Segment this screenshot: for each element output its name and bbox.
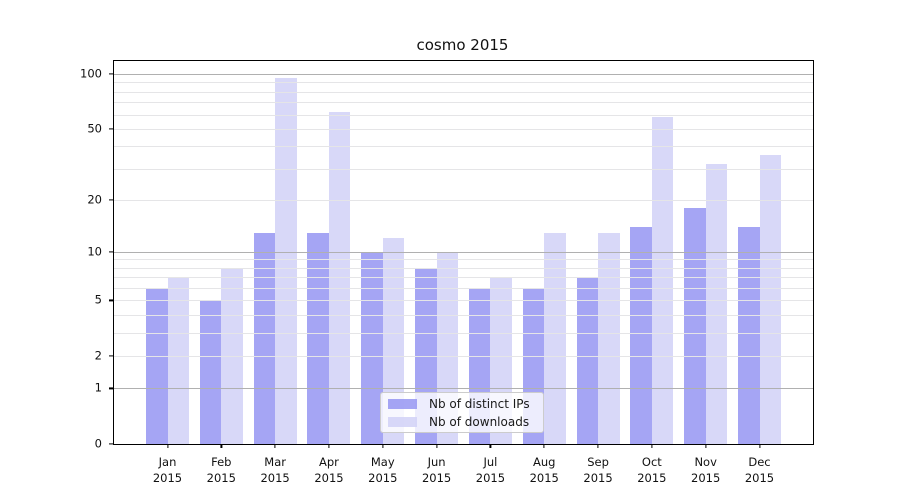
x-tick-label-year: 2015	[206, 470, 236, 485]
grid-layer	[114, 61, 813, 444]
x-tick-label-feb: Feb 2015	[186, 455, 256, 486]
y-tick-label-5: 5	[94, 292, 102, 307]
x-tick-mark-aug	[543, 444, 545, 448]
x-tick-label-year: 2015	[475, 470, 506, 485]
legend-item-distinct-ips: Nb of distinct IPs	[388, 397, 543, 411]
minor-gridline-70	[114, 102, 813, 104]
y-tick-label-20: 20	[87, 192, 102, 207]
legend: Nb of distinct IPs Nb of downloads	[380, 392, 544, 433]
bar-downloads-dec	[759, 154, 781, 444]
x-tick-mark-jan	[166, 444, 169, 448]
bar-downloads-jan	[167, 277, 189, 444]
bar-distinct-ips-nov	[684, 208, 706, 444]
y-tick-label-2: 2	[94, 348, 102, 363]
minor-gridline-9	[114, 259, 813, 261]
x-tick-label-year: 2015	[314, 470, 344, 485]
x-tick-label-sep: Sep 2015	[563, 455, 633, 486]
x-tick-label-nov: Nov 2015	[671, 455, 741, 486]
bar-distinct-ips-oct	[630, 226, 652, 444]
bar-distinct-ips-sep	[576, 277, 599, 444]
x-tick-label-year: 2015	[368, 470, 398, 485]
y-tick-label-10: 10	[87, 244, 102, 259]
bar-distinct-ips-apr	[307, 232, 329, 444]
y-tick-mark-1	[109, 387, 113, 390]
axis-layer: 100 50 20 10 5 2 1 0 Jan 2015 Feb 2015 Mar 2015 Apr 201…	[80, 61, 813, 485]
legend-swatch-downloads	[388, 416, 417, 427]
major-gridline-100	[114, 74, 813, 76]
x-tick-label-aug: Aug 2015	[509, 455, 579, 486]
bar-distinct-ips-dec	[738, 226, 760, 444]
y-tick-mark-2	[109, 355, 113, 357]
minor-gridline-3	[114, 332, 813, 334]
minor-gridline-50	[114, 128, 813, 130]
x-tick-mark-may	[382, 444, 384, 448]
bar-distinct-ips-mar	[253, 232, 276, 444]
x-tick-label-jan: Jan 2015	[133, 455, 203, 486]
chart-title: cosmo 2015	[416, 36, 509, 54]
x-tick-mark-apr	[328, 444, 330, 448]
bar-downloads-oct	[651, 117, 674, 444]
minor-gridline-80	[114, 91, 813, 93]
x-tick-label-year: 2015	[152, 470, 183, 485]
x-tick-label-jun: Jun 2015	[402, 455, 472, 486]
y-tick-mark-50	[109, 128, 113, 130]
x-tick-mark-oct	[651, 444, 653, 448]
bar-distinct-ips-feb	[199, 300, 222, 444]
x-tick-label-mar: Mar 2015	[240, 455, 310, 486]
x-tick-mark-jul	[489, 444, 491, 448]
bar-distinct-ips-may	[361, 251, 383, 444]
bar-downloads-nov	[705, 163, 728, 444]
legend-swatch-distinct-ips	[388, 398, 417, 409]
minor-gridline-2	[114, 355, 813, 357]
legend-label-downloads: Nb of downloads	[429, 414, 530, 429]
minor-gridline-90	[114, 82, 813, 84]
minor-gridline-8	[114, 267, 813, 269]
major-gridline-10	[114, 251, 813, 253]
y-tick-label-100: 100	[80, 66, 102, 81]
legend-item-downloads: Nb of downloads	[388, 415, 543, 429]
x-tick-label-year: 2015	[744, 470, 775, 485]
minor-gridline-7	[114, 277, 813, 279]
plot-area: 100 50 20 10 5 2 1 0 Jan 2015 Feb 2015 Mar 2015 Apr 201…	[80, 60, 814, 485]
x-tick-mark-mar	[274, 444, 276, 448]
y-tick-label-1: 1	[94, 380, 102, 395]
minor-gridline-30	[114, 168, 813, 170]
bar-downloads-sep	[598, 232, 620, 444]
minor-gridline-6	[114, 288, 813, 290]
minor-gridline-20	[114, 200, 813, 201]
legend-label-distinct-ips: Nb of distinct IPs	[429, 396, 530, 411]
x-tick-label-oct: Oct 2015	[617, 455, 687, 486]
x-tick-mark-dec	[758, 444, 761, 448]
x-tick-label-dec: Dec 2015	[725, 455, 795, 486]
y-tick-mark-20	[109, 199, 113, 201]
minor-gridline-5	[114, 300, 813, 302]
x-tick-label-year: 2015	[583, 470, 613, 485]
y-tick-mark-0	[109, 443, 113, 445]
x-tick-label-year: 2015	[260, 470, 290, 485]
x-tick-label-apr: Apr 2015	[294, 455, 364, 486]
minor-gridline-60	[114, 114, 813, 116]
x-tick-label-year: 2015	[529, 470, 559, 485]
y-tick-mark-10	[109, 251, 113, 253]
x-tick-label-may: May 2015	[348, 455, 418, 486]
minor-gridline-4	[114, 315, 813, 317]
major-gridline-1	[114, 388, 813, 390]
y-tick-label-0: 0	[94, 436, 102, 451]
x-tick-mark-sep	[597, 444, 599, 448]
minor-gridline-40	[114, 146, 813, 148]
x-tick-mark-jun	[435, 444, 438, 448]
x-tick-label-year: 2015	[421, 470, 452, 485]
bar-distinct-ips-jan	[146, 288, 168, 444]
bar-downloads-aug	[544, 232, 566, 444]
x-tick-label-year: 2015	[637, 470, 667, 485]
y-tick-mark-100	[109, 73, 113, 75]
y-tick-label-50: 50	[87, 121, 102, 136]
x-tick-mark-feb	[220, 444, 222, 448]
x-tick-label-year: 2015	[691, 470, 721, 485]
x-tick-mark-nov	[705, 444, 707, 448]
y-tick-mark-5	[109, 299, 113, 301]
x-tick-label-jul: Jul 2015	[455, 455, 525, 486]
